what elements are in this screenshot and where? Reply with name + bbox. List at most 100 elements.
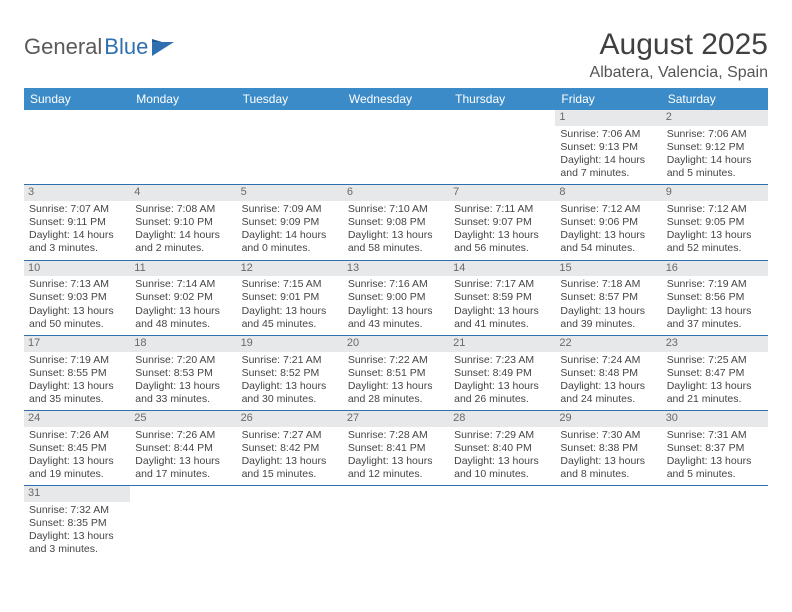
logo: GeneralBlue [24, 34, 178, 60]
sunrise-line: Sunrise: 7:09 AM [242, 203, 338, 216]
day-number: 8 [555, 185, 661, 201]
daylight-line: Daylight: 13 hours and 58 minutes. [348, 229, 444, 255]
daylight-line: Daylight: 13 hours and 28 minutes. [348, 380, 444, 406]
sunrise-line: Sunrise: 7:31 AM [667, 429, 763, 442]
day-number: 14 [449, 261, 555, 277]
daylight-line: Daylight: 14 hours and 2 minutes. [135, 229, 231, 255]
day-cell: 29Sunrise: 7:30 AMSunset: 8:38 PMDayligh… [555, 411, 661, 486]
empty-cell [555, 486, 661, 561]
day-cell: 30 Sunrise: 7:31 AMSunset: 8:37 PMDayligh… [662, 411, 768, 486]
sunset-line: Sunset: 9:07 PM [454, 216, 550, 229]
day-cell: 23Sunrise: 7:25 AMSunset: 8:47 PMDayligh… [662, 335, 768, 410]
empty-cell [237, 486, 343, 561]
daylight-line: Daylight: 13 hours and 26 minutes. [454, 380, 550, 406]
day-number: 17 [24, 336, 130, 352]
day-number: 15 [555, 261, 661, 277]
day-cell: 27Sunrise: 7:28 AMSunset: 8:41 PMDayligh… [343, 411, 449, 486]
weekday-header: Wednesday [343, 88, 449, 110]
day-cell: 24Sunrise: 7:26 AMSunset: 8:45 PMDayligh… [24, 411, 130, 486]
calendar-row: 3Sunrise: 7:07 AMSunset: 9:11 PMDaylight… [24, 185, 768, 260]
weekday-header: Sunday [24, 88, 130, 110]
day-cell: 1Sunrise: 7:06 AMSunset: 9:13 PMDaylight… [555, 110, 661, 185]
weekday-header: Saturday [662, 88, 768, 110]
day-cell: 5Sunrise: 7:09 AMSunset: 9:09 PMDaylight… [237, 185, 343, 260]
sunrise-line: Sunrise: 7:12 AM [560, 203, 656, 216]
sunset-line: Sunset: 9:01 PM [242, 291, 338, 304]
title-block: August 2025 Albatera, Valencia, Spain [590, 28, 768, 82]
sunset-line: Sunset: 8:37 PM [667, 442, 763, 455]
day-cell: 26Sunrise: 7:27 AMSunset: 8:42 PMDayligh… [237, 411, 343, 486]
calendar-page: GeneralBlue August 2025 Albatera, Valenc… [0, 0, 792, 561]
sunset-line: Sunset: 8:51 PM [348, 367, 444, 380]
sunset-line: Sunset: 8:59 PM [454, 291, 550, 304]
sunrise-line: Sunrise: 7:30 AM [560, 429, 656, 442]
day-number: 23 [662, 336, 768, 352]
day-number: 30 [662, 411, 768, 427]
calendar-table: SundayMondayTuesdayWednesdayThursdayFrid… [24, 88, 768, 561]
sunset-line: Sunset: 8:49 PM [454, 367, 550, 380]
day-cell: 31Sunrise: 7:32 AMSunset: 8:35 PMDayligh… [24, 486, 130, 561]
day-cell: 15Sunrise: 7:18 AMSunset: 8:57 PMDayligh… [555, 260, 661, 335]
daylight-line: Daylight: 13 hours and 12 minutes. [348, 455, 444, 481]
sunset-line: Sunset: 8:42 PM [242, 442, 338, 455]
sunset-line: Sunset: 8:40 PM [454, 442, 550, 455]
sunset-line: Sunset: 9:13 PM [560, 141, 656, 154]
sunrise-line: Sunrise: 7:14 AM [135, 278, 231, 291]
sunset-line: Sunset: 8:38 PM [560, 442, 656, 455]
sunrise-line: Sunrise: 7:29 AM [454, 429, 550, 442]
sunset-line: Sunset: 9:10 PM [135, 216, 231, 229]
day-number: 31 [24, 486, 130, 502]
empty-cell [449, 486, 555, 561]
empty-cell [130, 110, 236, 185]
sunrise-line: Sunrise: 7:19 AM [29, 354, 125, 367]
sunset-line: Sunset: 9:11 PM [29, 216, 125, 229]
sunrise-line: Sunrise: 7:26 AM [29, 429, 125, 442]
day-number: 21 [449, 336, 555, 352]
daylight-line: Daylight: 13 hours and 35 minutes. [29, 380, 125, 406]
day-number: 24 [24, 411, 130, 427]
weekday-header: Monday [130, 88, 236, 110]
daylight-line: Daylight: 13 hours and 17 minutes. [135, 455, 231, 481]
day-cell: 4Sunrise: 7:08 AMSunset: 9:10 PMDaylight… [130, 185, 236, 260]
daylight-line: Daylight: 13 hours and 48 minutes. [135, 305, 231, 331]
sunset-line: Sunset: 8:48 PM [560, 367, 656, 380]
daylight-line: Daylight: 14 hours and 3 minutes. [29, 229, 125, 255]
sunset-line: Sunset: 9:02 PM [135, 291, 231, 304]
day-number: 4 [130, 185, 236, 201]
daylight-line: Daylight: 13 hours and 5 minutes. [667, 455, 763, 481]
sunset-line: Sunset: 8:45 PM [29, 442, 125, 455]
empty-cell [343, 486, 449, 561]
day-cell: 13Sunrise: 7:16 AMSunset: 9:00 PMDayligh… [343, 260, 449, 335]
day-cell: 21 Sunrise: 7:23 AMSunset: 8:49 PMDayligh… [449, 335, 555, 410]
sunrise-line: Sunrise: 7:23 AM [454, 354, 550, 367]
day-cell: 12Sunrise: 7:15 AMSunset: 9:01 PMDayligh… [237, 260, 343, 335]
daylight-line: Daylight: 13 hours and 52 minutes. [667, 229, 763, 255]
day-cell: 9Sunrise: 7:12 AMSunset: 9:05 PMDaylight… [662, 185, 768, 260]
calendar-row: 1Sunrise: 7:06 AMSunset: 9:13 PMDaylight… [24, 110, 768, 185]
daylight-line: Daylight: 13 hours and 56 minutes. [454, 229, 550, 255]
sunrise-line: Sunrise: 7:11 AM [454, 203, 550, 216]
day-number: 10 [24, 261, 130, 277]
daylight-line: Daylight: 13 hours and 10 minutes. [454, 455, 550, 481]
day-cell: 6Sunrise: 7:10 AMSunset: 9:08 PMDaylight… [343, 185, 449, 260]
sunset-line: Sunset: 9:12 PM [667, 141, 763, 154]
day-number: 22 [555, 336, 661, 352]
location: Albatera, Valencia, Spain [590, 64, 768, 82]
sunrise-line: Sunrise: 7:07 AM [29, 203, 125, 216]
daylight-line: Daylight: 13 hours and 30 minutes. [242, 380, 338, 406]
day-number: 11 [130, 261, 236, 277]
day-number: 28 [449, 411, 555, 427]
daylight-line: Daylight: 13 hours and 50 minutes. [29, 305, 125, 331]
day-cell: 3Sunrise: 7:07 AMSunset: 9:11 PMDaylight… [24, 185, 130, 260]
day-number: 29 [555, 411, 661, 427]
daylight-line: Daylight: 13 hours and 3 minutes. [29, 530, 125, 556]
sunrise-line: Sunrise: 7:10 AM [348, 203, 444, 216]
sunrise-line: Sunrise: 7:06 AM [667, 128, 763, 141]
sunset-line: Sunset: 9:03 PM [29, 291, 125, 304]
day-cell: 25Sunrise: 7:26 AMSunset: 8:44 PMDayligh… [130, 411, 236, 486]
day-number: 9 [662, 185, 768, 201]
header: GeneralBlue August 2025 Albatera, Valenc… [24, 28, 768, 82]
daylight-line: Daylight: 13 hours and 24 minutes. [560, 380, 656, 406]
sunrise-line: Sunrise: 7:16 AM [348, 278, 444, 291]
calendar-row: 24 Sunrise: 7:26 AMSunset: 8:45 PM Dayligh… [24, 411, 768, 486]
